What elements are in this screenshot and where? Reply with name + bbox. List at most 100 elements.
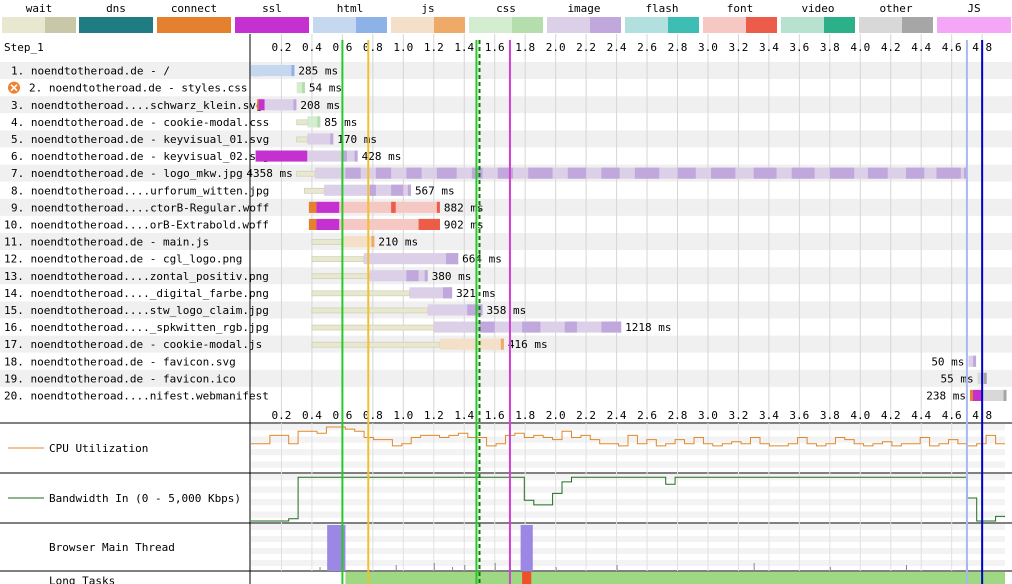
wait-segment [304, 187, 325, 194]
request-bar-end [407, 184, 411, 196]
tick-label-top: 2.8 [668, 41, 688, 54]
wait-segment [311, 341, 441, 348]
row-stripe [0, 250, 1012, 268]
tick-label-top: 1.2 [424, 41, 444, 54]
legend-item-css: css [469, 0, 543, 34]
tick-label-top: 3.6 [789, 41, 809, 54]
blocked-icon-cross [10, 84, 18, 92]
request-bar [307, 116, 321, 128]
legend-label: css [496, 2, 516, 15]
main-thread-tick [753, 563, 755, 571]
request-bar [307, 133, 334, 145]
request-bar-end [500, 338, 504, 350]
tick-label-bottom: 4.4 [911, 409, 931, 422]
tick-label-bottom: 4.2 [881, 409, 901, 422]
tick-label-bottom: 2.2 [576, 409, 596, 422]
duration-label: 380 ms [432, 270, 472, 283]
request-bar-end [479, 304, 483, 316]
duration-label: 4358 ms [246, 167, 292, 180]
download-band [342, 150, 347, 162]
main-thread-tick [616, 565, 618, 571]
request-bar [339, 218, 440, 230]
request-label: 2. noendtotheroad.de - styles.css [29, 82, 248, 95]
panel-stripe [251, 560, 1005, 566]
request-bar-end [291, 65, 295, 77]
tick-label-top: 4.2 [881, 41, 901, 54]
connect-segment [308, 218, 317, 230]
request-label: 7. noendtotheroad.de - logo_mkw.jpg [11, 167, 243, 180]
duration-label: 238 ms [926, 389, 966, 402]
wait-segment [296, 119, 308, 126]
row-stripe [0, 267, 1012, 285]
request-bar-end [449, 287, 453, 299]
download-band [442, 287, 453, 299]
connect-segment [257, 99, 260, 111]
download-band [418, 218, 440, 230]
legend-swatch [2, 17, 76, 33]
request-label: 11. noendtotheroad.de - main.js [4, 236, 209, 249]
tick-label-top: 1.8 [515, 41, 535, 54]
legend-label: dns [106, 2, 126, 15]
request-label: 12. noendtotheroad.de - cgl_logo.png [4, 253, 242, 266]
main-thread-tick [555, 567, 557, 571]
request-bar [296, 82, 305, 94]
request-bar [307, 150, 358, 162]
main-thread-burst [327, 525, 346, 571]
tick-label-top: 2.0 [546, 41, 566, 54]
row-stripe [0, 284, 1012, 302]
legend-item-connect: connect [157, 0, 231, 34]
request-bar-end [983, 372, 987, 384]
connect-segment [969, 389, 974, 401]
main_thread-label: Browser Main Thread [49, 541, 175, 554]
download-band [391, 184, 404, 196]
request-label: 16. noendtotheroad...._spkwitten_rgb.jpg [4, 321, 269, 334]
download-band [677, 167, 696, 179]
panel-stripe [251, 461, 1005, 468]
ssl-segment [255, 150, 308, 162]
duration-label: 85 ms [324, 116, 357, 129]
download-band [391, 201, 396, 213]
legend-label: js [421, 2, 435, 15]
duration-label: 208 ms [300, 99, 340, 112]
request-label: 3. noendtotheroad....schwarz_klein.svg [11, 99, 263, 112]
request-label: 6. noendtotheroad.de - keyvisual_02.svg [11, 150, 269, 163]
row-stripe [0, 369, 1012, 387]
tick-label-bottom: 1.4 [454, 409, 474, 422]
download-band [601, 167, 620, 179]
download-band [711, 167, 736, 179]
download-band [369, 184, 376, 196]
download-band [467, 304, 480, 316]
legend-label: ssl [262, 2, 282, 15]
tick-label-bottom: 1.6 [485, 409, 505, 422]
request-bar [439, 338, 504, 350]
legend-label: html [336, 2, 364, 15]
duration-label: 170 ms [337, 133, 377, 146]
legend-item-other: other [859, 0, 933, 34]
request-bar-end [455, 253, 459, 265]
legend-item-font: font [703, 0, 777, 34]
legend-item-ssl: ssl [235, 0, 309, 34]
request-bar [409, 287, 453, 299]
tick-label-top: 3.0 [698, 41, 718, 54]
download-band [375, 167, 392, 179]
legend-swatch [391, 17, 465, 33]
waterfall-chart: Step_10.20.20.40.40.60.60.80.81.01.01.21… [0, 34, 1012, 584]
request-bar-end [618, 321, 622, 333]
request-label: 4. noendtotheroad.de - cookie-modal.css [11, 116, 269, 129]
legend-label: video [801, 2, 835, 15]
legend-label: wait [25, 2, 53, 15]
tick-label-top: 1.0 [393, 41, 413, 54]
wait-segment [311, 256, 365, 262]
tick-label-bottom: 0.8 [363, 409, 383, 422]
duration-label: 55 ms [940, 372, 973, 385]
row-stripe [0, 386, 1012, 404]
tick-label-bottom: 2.8 [668, 409, 688, 422]
row-stripe [0, 233, 1012, 251]
tick-label-bottom: 4.0 [850, 409, 870, 422]
row-stripe [0, 301, 1012, 319]
download-band [479, 321, 495, 333]
request-label: 1. noendtotheroad.de - / [11, 65, 170, 78]
download-band [445, 253, 459, 265]
request-bar-end [301, 82, 305, 94]
request-bar [264, 99, 297, 111]
